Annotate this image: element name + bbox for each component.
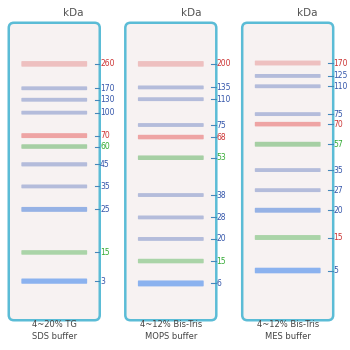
Text: 68: 68 <box>217 133 226 141</box>
Text: 15: 15 <box>100 248 110 257</box>
FancyBboxPatch shape <box>9 23 100 320</box>
FancyBboxPatch shape <box>255 268 321 273</box>
FancyBboxPatch shape <box>125 23 216 320</box>
Text: 6: 6 <box>217 279 222 288</box>
Text: 15: 15 <box>217 257 226 266</box>
Text: 53: 53 <box>217 153 226 162</box>
Text: 70: 70 <box>334 120 343 129</box>
Text: 15: 15 <box>334 233 343 242</box>
FancyBboxPatch shape <box>21 250 87 255</box>
Text: 170: 170 <box>334 58 348 68</box>
FancyBboxPatch shape <box>138 280 204 286</box>
Text: 3: 3 <box>100 276 105 286</box>
FancyBboxPatch shape <box>255 208 321 213</box>
FancyBboxPatch shape <box>138 123 204 127</box>
Text: 38: 38 <box>217 190 226 199</box>
Text: 28: 28 <box>217 213 226 222</box>
FancyBboxPatch shape <box>21 61 87 67</box>
Text: 125: 125 <box>334 71 348 80</box>
Text: 57: 57 <box>334 140 343 149</box>
FancyBboxPatch shape <box>255 61 321 65</box>
Text: 25: 25 <box>100 205 110 214</box>
Text: 4~12% Bis-Tris
MOPS buffer: 4~12% Bis-Tris MOPS buffer <box>140 320 203 341</box>
Text: 170: 170 <box>100 84 114 93</box>
Text: 260: 260 <box>100 60 114 68</box>
Text: 35: 35 <box>100 182 110 191</box>
FancyBboxPatch shape <box>21 144 87 149</box>
Text: 5: 5 <box>334 266 338 275</box>
FancyBboxPatch shape <box>21 98 87 101</box>
FancyBboxPatch shape <box>138 61 204 67</box>
FancyBboxPatch shape <box>138 259 204 263</box>
FancyBboxPatch shape <box>138 135 204 139</box>
FancyBboxPatch shape <box>21 184 87 188</box>
FancyBboxPatch shape <box>21 133 87 138</box>
Text: 70: 70 <box>100 131 110 140</box>
Text: 135: 135 <box>217 83 231 92</box>
Text: 4~12% Bis-Tris
MES buffer: 4~12% Bis-Tris MES buffer <box>257 320 319 341</box>
Text: 20: 20 <box>217 234 226 244</box>
FancyBboxPatch shape <box>21 279 87 284</box>
Text: 100: 100 <box>100 108 114 117</box>
Text: 60: 60 <box>100 142 110 151</box>
Text: 75: 75 <box>334 110 343 119</box>
FancyBboxPatch shape <box>138 216 204 219</box>
FancyBboxPatch shape <box>255 122 321 126</box>
FancyBboxPatch shape <box>242 23 333 320</box>
Text: 75: 75 <box>217 120 226 130</box>
FancyBboxPatch shape <box>255 168 321 172</box>
FancyBboxPatch shape <box>138 97 204 101</box>
Text: 110: 110 <box>217 95 231 104</box>
Text: kDa: kDa <box>297 7 317 18</box>
Text: 20: 20 <box>334 206 343 215</box>
FancyBboxPatch shape <box>138 155 204 160</box>
FancyBboxPatch shape <box>255 112 321 116</box>
Text: 4~20% TG
SDS buffer: 4~20% TG SDS buffer <box>32 320 77 341</box>
FancyBboxPatch shape <box>21 111 87 114</box>
FancyBboxPatch shape <box>255 235 321 240</box>
Text: 45: 45 <box>100 160 110 169</box>
FancyBboxPatch shape <box>21 162 87 167</box>
FancyBboxPatch shape <box>255 84 321 88</box>
FancyBboxPatch shape <box>138 193 204 197</box>
Text: 110: 110 <box>334 82 348 91</box>
FancyBboxPatch shape <box>21 86 87 90</box>
Text: kDa: kDa <box>181 7 201 18</box>
Text: 130: 130 <box>100 95 114 104</box>
Text: 27: 27 <box>334 186 343 195</box>
FancyBboxPatch shape <box>138 85 204 89</box>
Text: kDa: kDa <box>63 7 84 18</box>
FancyBboxPatch shape <box>255 188 321 192</box>
FancyBboxPatch shape <box>255 74 321 78</box>
Text: 35: 35 <box>334 166 343 175</box>
FancyBboxPatch shape <box>138 237 204 241</box>
Text: 200: 200 <box>217 60 231 68</box>
FancyBboxPatch shape <box>21 207 87 212</box>
FancyBboxPatch shape <box>255 142 321 147</box>
